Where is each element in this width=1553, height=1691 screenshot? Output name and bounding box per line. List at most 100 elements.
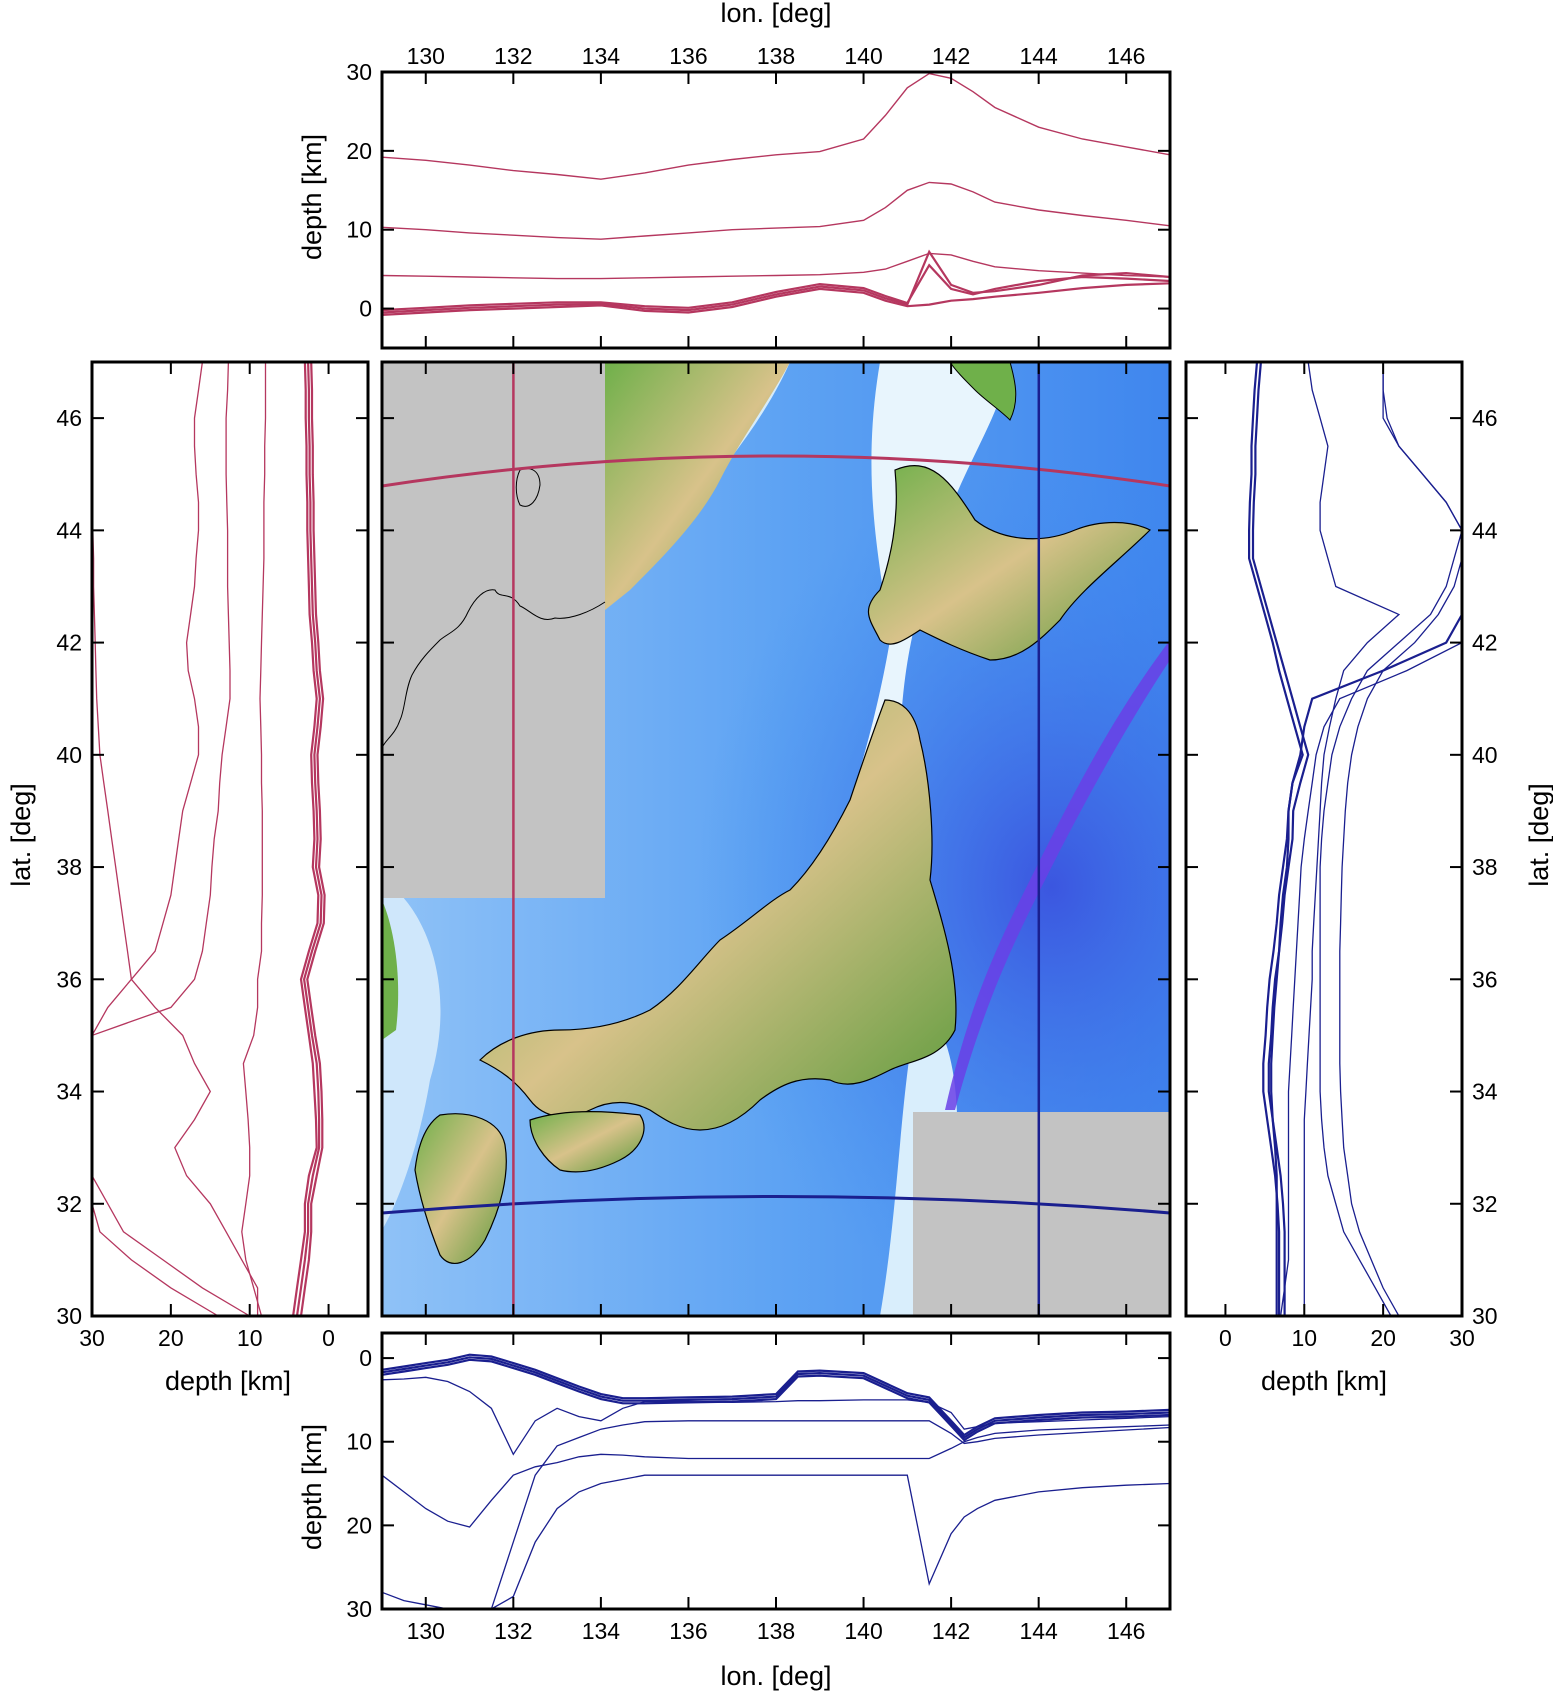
- bottom-ytick-label: 0: [359, 1345, 372, 1371]
- top-series-line-2: [381, 252, 1171, 280]
- no-data-patch-southeast: [913, 1112, 1170, 1316]
- left-ytick-label: 36: [56, 966, 82, 992]
- bottom-series-line-0: [381, 1353, 1171, 1437]
- map-panel: [382, 362, 1170, 1316]
- top-xtick-label: 130: [407, 43, 445, 69]
- lake-outline: [515, 468, 541, 507]
- bottom-xtick-label: 134: [582, 1618, 621, 1644]
- south-profile-line: [382, 1195, 1170, 1215]
- right-ytick-label: 36: [1472, 966, 1498, 992]
- bottom-series-line-2: [381, 1358, 1171, 1442]
- top-xtick-label: 132: [494, 43, 532, 69]
- map-axes: [380, 360, 1172, 1318]
- left-ytick-label: 40: [56, 742, 82, 768]
- left-xtick-label: 10: [237, 1325, 263, 1351]
- japan-trench: [945, 640, 1170, 1110]
- right-ytick-label: 32: [1472, 1191, 1498, 1217]
- north-profile-line: [382, 454, 1170, 488]
- top-xtick-label: 142: [932, 43, 970, 69]
- coastline-continent: [382, 589, 606, 749]
- left-ytick-label: 38: [56, 854, 82, 880]
- bottom-xtick-label: 138: [757, 1618, 795, 1644]
- right-xtick-label: 0: [1219, 1325, 1232, 1351]
- right-xtick-label: 20: [1370, 1325, 1396, 1351]
- top-series-line-5: [381, 263, 1171, 312]
- bottom-xtick-label: 130: [407, 1618, 445, 1644]
- left-ytick-label: 30: [56, 1303, 82, 1329]
- top-xtick-label: 144: [1019, 43, 1058, 69]
- bottom-plot-bg: [382, 1333, 1170, 1609]
- bottom-series-line-4: [381, 1424, 1171, 1528]
- korea-tip: [382, 900, 399, 1040]
- left-profile-panel: 30 20 10 0 30 32 34 36 38 40 42 44 46: [56, 360, 370, 1351]
- left-series-line-5: [295, 361, 323, 1317]
- top-xtick-label: 134: [582, 43, 621, 69]
- bottom-xtick-label: 136: [669, 1618, 707, 1644]
- top-ylabel: depth [km]: [297, 134, 327, 260]
- right-plot-frame: [1184, 360, 1464, 1318]
- top-profile-panel: 130 132 134 136 138 140 142 144 146 0 10 20 30: [346, 43, 1172, 350]
- right-plot-bg: [1186, 362, 1462, 1316]
- right-ytick-label: 40: [1472, 742, 1498, 768]
- left-ytick-label: 46: [56, 405, 82, 431]
- bottom-ytick-label: 10: [346, 1429, 372, 1455]
- bottom-xtick-label: 146: [1107, 1618, 1145, 1644]
- top-ytick-label: 0: [359, 296, 372, 322]
- kyushu: [414, 1113, 507, 1264]
- top-series-line-0: [381, 72, 1171, 180]
- left-ylabel: lat. [deg]: [6, 783, 36, 887]
- top-xtick-label: 136: [669, 43, 707, 69]
- right-ytick-label: 44: [1472, 517, 1498, 543]
- right-ytick-label: 46: [1472, 405, 1498, 431]
- right-series-line-2: [1247, 361, 1304, 1316]
- bottom-xtick-label: 144: [1019, 1618, 1058, 1644]
- bottom-ytick-label: 30: [346, 1596, 372, 1622]
- left-xtick-label: 30: [79, 1325, 105, 1351]
- bottom-xtick-label: 140: [844, 1618, 882, 1644]
- left-plot-frame: [90, 360, 370, 1318]
- bottom-profile-panel: 130 132 134 136 138 140 142 144 146 0 10 20 30: [346, 1331, 1172, 1644]
- bottom-xtick-label: 142: [932, 1618, 970, 1644]
- left-ytick-label: 44: [56, 517, 82, 543]
- right-xlabel: depth [km]: [1261, 1366, 1387, 1396]
- honshu: [478, 699, 957, 1131]
- left-ytick-label: 42: [56, 630, 82, 656]
- left-xlabel: depth [km]: [165, 1366, 291, 1396]
- left-series-line-4: [292, 361, 320, 1317]
- top-xtick-label: 138: [757, 43, 795, 69]
- left-xtick-label: 20: [158, 1325, 184, 1351]
- right-xtick-label: 30: [1449, 1325, 1475, 1351]
- top-ytick-label: 10: [346, 217, 372, 243]
- no-data-patch-northwest: [382, 362, 605, 898]
- shikoku: [529, 1111, 645, 1173]
- sakhalin: [949, 362, 1017, 421]
- right-series-line-1: [1251, 361, 1310, 1316]
- map-raster: [382, 362, 1170, 1316]
- top-xtick-label: 146: [1107, 43, 1145, 69]
- right-series-line-4: [1303, 361, 1401, 1316]
- left-ytick-label: 32: [56, 1191, 82, 1217]
- bottom-ylabel: depth [km]: [297, 1424, 327, 1550]
- right-ytick-label: 42: [1472, 630, 1498, 656]
- hokkaido: [867, 465, 1152, 661]
- right-ytick-label: 34: [1472, 1079, 1498, 1105]
- right-series-line-6: [1339, 362, 1463, 1317]
- bottom-series-line-1: [381, 1356, 1171, 1439]
- top-series-line-4: [381, 249, 1171, 314]
- right-ytick-label: 38: [1472, 854, 1498, 880]
- left-ytick-label: 34: [56, 1079, 82, 1105]
- right-ytick-label: 30: [1472, 1303, 1498, 1329]
- top-ytick-label: 30: [346, 59, 372, 85]
- top-xlabel: lon. [deg]: [720, 0, 831, 28]
- bottom-series-line-3: [381, 1376, 1171, 1456]
- top-xtick-label: 140: [844, 43, 882, 69]
- right-ylabel: lat. [deg]: [1524, 783, 1553, 887]
- bottom-xtick-label: 132: [494, 1618, 532, 1644]
- left-series-line-6: [299, 361, 326, 1317]
- bottom-ytick-label: 20: [346, 1512, 372, 1538]
- continent-land: [605, 362, 790, 610]
- top-ytick-label: 20: [346, 138, 372, 164]
- top-series-line-1: [381, 181, 1171, 240]
